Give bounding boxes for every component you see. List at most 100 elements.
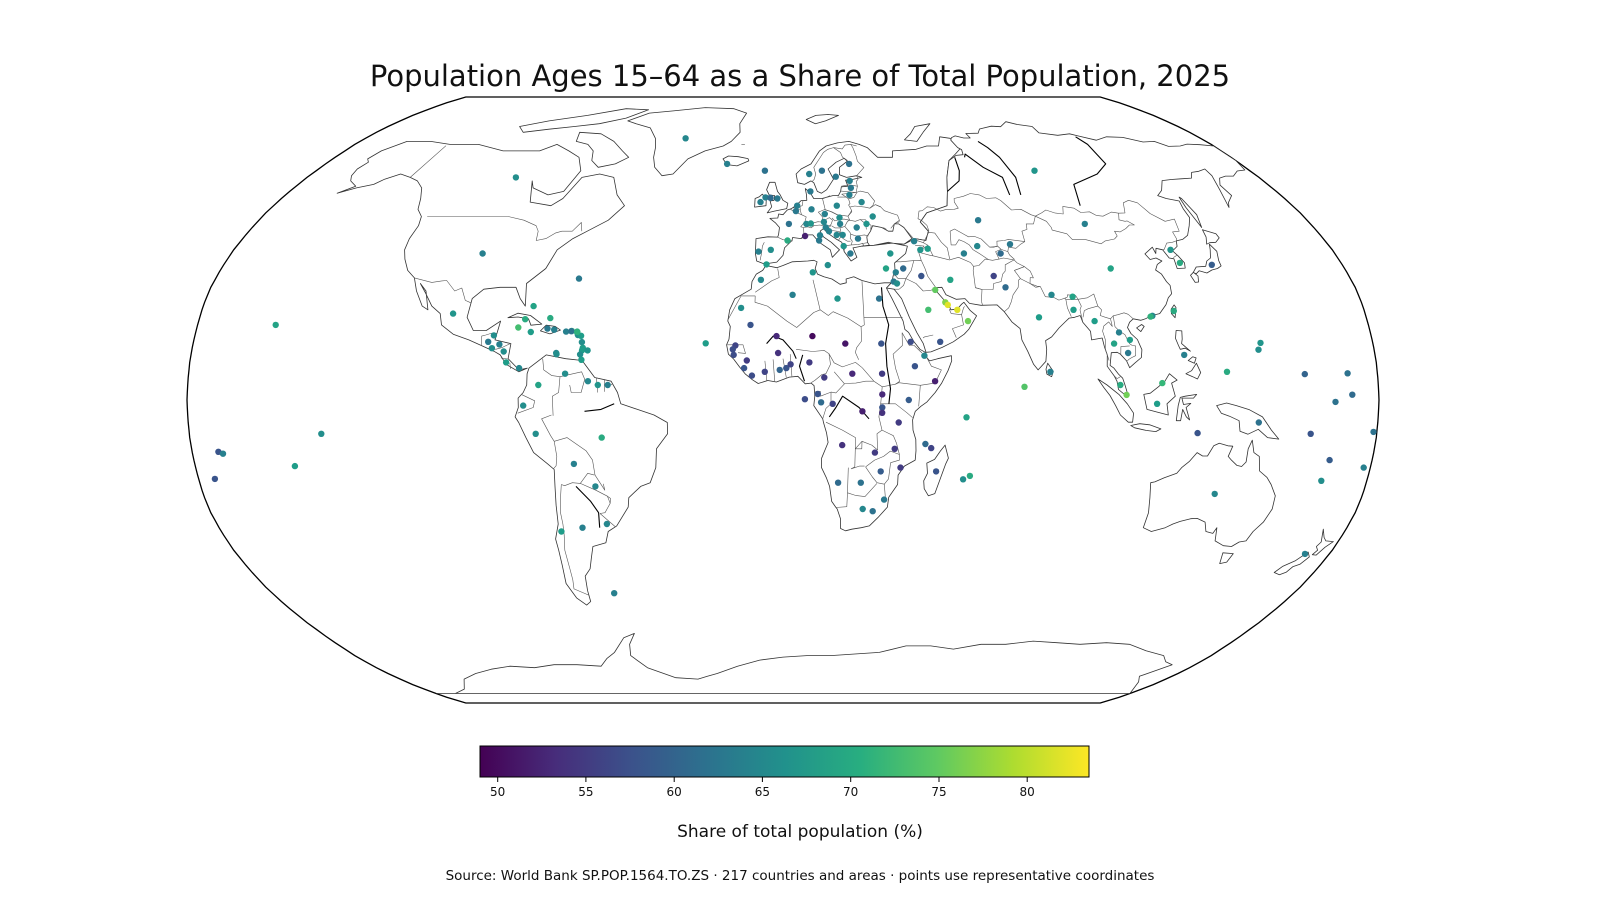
- country-border: [949, 231, 989, 260]
- country-point: [1031, 167, 1038, 174]
- country-border: [1004, 266, 1025, 312]
- landmass-philippines-luzon: [1175, 330, 1191, 352]
- country-border: [554, 437, 596, 476]
- map-frame: [186, 96, 1380, 704]
- country-border: [495, 343, 511, 350]
- country-point: [1153, 400, 1161, 407]
- country-point: [809, 269, 816, 276]
- country-point: [854, 235, 862, 242]
- country-border: [427, 216, 583, 241]
- country-border: [819, 281, 865, 327]
- country-point: [532, 430, 539, 437]
- country-point: [496, 341, 503, 348]
- country-point: [932, 286, 939, 294]
- country-point: [1332, 398, 1339, 406]
- country-border: [840, 190, 857, 193]
- country-border: [414, 277, 471, 303]
- country-point: [547, 314, 554, 322]
- country-point: [821, 210, 828, 218]
- country-point: [842, 340, 849, 347]
- landmass-sumatra: [1097, 378, 1134, 423]
- country-border: [599, 513, 616, 527]
- country-border: [824, 209, 838, 215]
- country-point: [809, 332, 816, 340]
- country-border: [845, 234, 853, 246]
- landmass-south-america: [514, 354, 668, 606]
- landmass-philippines-visayas: [1187, 356, 1197, 364]
- country-point: [594, 381, 601, 389]
- country-border: [812, 147, 834, 182]
- country-border: [1035, 213, 1135, 245]
- country-point: [879, 404, 886, 411]
- country-point: [211, 475, 219, 483]
- landmass-antarctica: [435, 633, 1173, 694]
- country-point: [1344, 370, 1351, 377]
- country-point: [891, 445, 898, 452]
- country-point: [512, 174, 520, 181]
- landmass-japan-honshu: [1192, 243, 1222, 275]
- country-point: [877, 468, 884, 475]
- country-border: [410, 145, 447, 178]
- land-layer: [336, 107, 1334, 694]
- country-point: [836, 220, 844, 228]
- country-border: [481, 332, 492, 346]
- country-border: [594, 474, 606, 491]
- colorbar-tick-label: 65: [755, 785, 770, 799]
- country-border: [948, 308, 964, 338]
- country-border: [580, 483, 611, 514]
- country-point: [1123, 391, 1130, 399]
- country-border: [1035, 200, 1180, 241]
- country-point: [839, 441, 846, 449]
- country-border: [1077, 299, 1083, 322]
- country-point: [832, 173, 839, 180]
- country-point: [846, 191, 853, 199]
- country-point: [834, 479, 842, 486]
- landmass-svalbard: [805, 114, 839, 125]
- country-point: [1255, 419, 1263, 426]
- country-border: [884, 454, 900, 501]
- country-point: [997, 250, 1004, 257]
- country-border: [861, 332, 903, 388]
- river-line: [977, 140, 1022, 196]
- country-point: [562, 328, 570, 335]
- country-point: [928, 444, 935, 452]
- country-point: [789, 291, 796, 298]
- country-point: [575, 275, 583, 282]
- country-point: [878, 370, 886, 377]
- landmass-sakhalin: [1178, 196, 1203, 228]
- country-point: [1167, 246, 1174, 253]
- country-point: [931, 378, 939, 385]
- country-point: [1176, 259, 1184, 267]
- country-border: [1114, 375, 1121, 379]
- colorbar-ticks: 50 55 60 65 70 75 80: [490, 777, 1035, 799]
- country-border: [833, 371, 874, 384]
- country-point: [857, 479, 864, 486]
- map-title: Population Ages 15–64 as a Share of Tota…: [369, 59, 1231, 94]
- colorbar-tick-label: 60: [667, 785, 682, 799]
- landmass-north-america: [336, 141, 625, 373]
- country-point: [729, 346, 736, 353]
- landmass-japan-hokkaido: [1202, 229, 1220, 245]
- landmass-novaya-zemlya: [904, 123, 931, 142]
- country-border: [894, 221, 900, 224]
- country-border: [850, 441, 865, 470]
- country-point: [522, 316, 529, 323]
- country-point: [900, 265, 907, 272]
- country-point: [490, 332, 498, 339]
- country-border: [922, 334, 934, 339]
- country-border: [509, 362, 511, 369]
- country-point: [1107, 265, 1114, 272]
- country-point: [763, 261, 770, 268]
- country-point: [829, 400, 836, 407]
- country-point: [558, 528, 565, 535]
- country-point: [917, 246, 924, 253]
- country-point: [822, 224, 829, 231]
- country-point: [792, 207, 800, 215]
- country-point: [1223, 368, 1231, 375]
- country-point: [570, 460, 578, 468]
- country-border: [610, 383, 613, 386]
- country-border: [841, 179, 859, 187]
- country-border: [825, 386, 883, 451]
- country-point: [845, 160, 853, 168]
